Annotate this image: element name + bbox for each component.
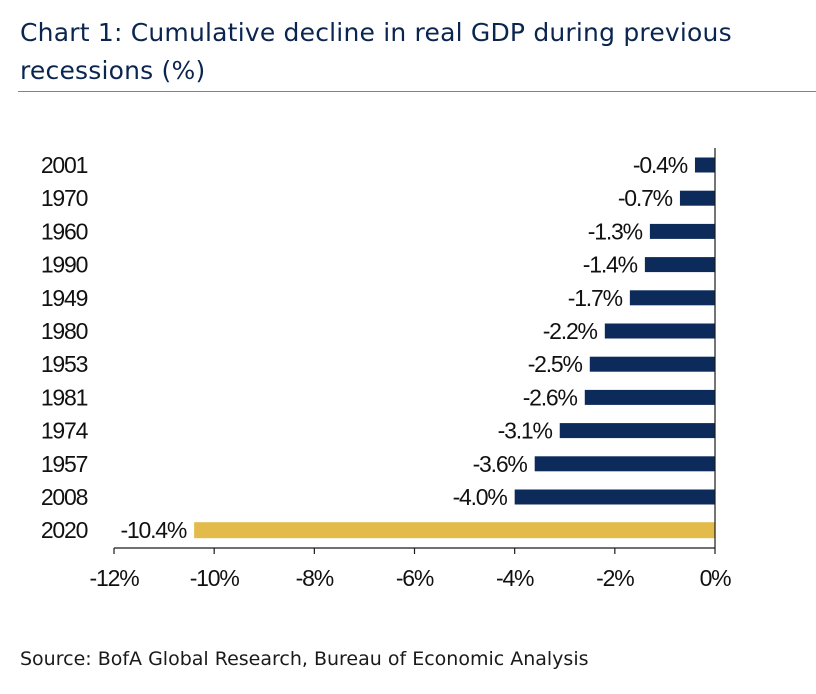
data-label-1990: -1.4% bbox=[583, 252, 638, 278]
category-label-1957: 1957 bbox=[41, 451, 88, 477]
title-divider bbox=[18, 91, 816, 92]
category-label-1980: 1980 bbox=[41, 318, 88, 344]
source-note: Source: BofA Global Research, Bureau of … bbox=[20, 648, 589, 670]
bar-1949 bbox=[629, 290, 715, 306]
data-labels-group: -0.4% -0.7% -1.3% -1.4% -1.7% -2.2% -2.5% -2.6%… bbox=[120, 152, 688, 543]
data-label-1980: -2.2% bbox=[543, 318, 598, 344]
category-label-1960: 1960 bbox=[41, 218, 88, 244]
data-label-1981: -2.6% bbox=[523, 384, 578, 410]
x-tick-label-4: -4% bbox=[496, 565, 534, 591]
data-label-1970: -0.7% bbox=[618, 185, 673, 211]
bar-chart: 2001 1970 1960 1990 1949 1980 1953 1981 1974 1957… bbox=[41, 148, 732, 591]
category-label-2008: 2008 bbox=[41, 484, 88, 510]
x-tick-label-6: 0% bbox=[700, 565, 732, 591]
bar-1970 bbox=[679, 190, 715, 206]
bar-1974 bbox=[559, 423, 715, 439]
bar-1990 bbox=[644, 257, 715, 273]
category-label-2020: 2020 bbox=[41, 517, 88, 543]
category-label-2001: 2001 bbox=[41, 152, 88, 178]
x-tick-label-1: -10% bbox=[190, 565, 240, 591]
data-label-1960: -1.3% bbox=[588, 218, 643, 244]
bar-1981 bbox=[584, 389, 715, 405]
data-label-2020: -10.4% bbox=[120, 517, 186, 543]
bar-1957 bbox=[534, 456, 715, 472]
bar-2001 bbox=[694, 157, 715, 173]
data-label-2001: -0.4% bbox=[633, 152, 688, 178]
x-tick-label-0: -12% bbox=[90, 565, 140, 591]
bars-group bbox=[194, 157, 716, 539]
data-label-1953: -2.5% bbox=[528, 351, 583, 377]
x-tick-label-5: -2% bbox=[596, 565, 634, 591]
bar-2020 bbox=[194, 522, 716, 539]
bar-1960 bbox=[649, 223, 715, 239]
category-labels-group: 2001 1970 1960 1990 1949 1980 1953 1981 1974 1957… bbox=[41, 152, 90, 543]
chart-title: Chart 1: Cumulative decline in real GDP … bbox=[20, 18, 732, 85]
category-label-1949: 1949 bbox=[41, 285, 88, 311]
x-tick-label-2: -8% bbox=[296, 565, 334, 591]
category-label-1970: 1970 bbox=[41, 185, 88, 211]
bar-1953 bbox=[589, 356, 715, 372]
category-label-1981: 1981 bbox=[41, 384, 88, 410]
x-tick-label-3: -6% bbox=[396, 565, 434, 591]
bar-2008 bbox=[514, 489, 715, 505]
data-label-1949: -1.7% bbox=[568, 285, 623, 311]
x-axis-group: -12% -10% -8% -6% -4% -2% 0% bbox=[90, 148, 732, 591]
data-label-1974: -3.1% bbox=[498, 418, 553, 444]
data-label-2008: -4.0% bbox=[453, 484, 508, 510]
category-label-1953: 1953 bbox=[41, 351, 88, 377]
bar-1980 bbox=[604, 323, 715, 339]
category-label-1974: 1974 bbox=[41, 418, 89, 444]
data-label-1957: -3.6% bbox=[473, 451, 528, 477]
category-label-1990: 1990 bbox=[41, 252, 88, 278]
